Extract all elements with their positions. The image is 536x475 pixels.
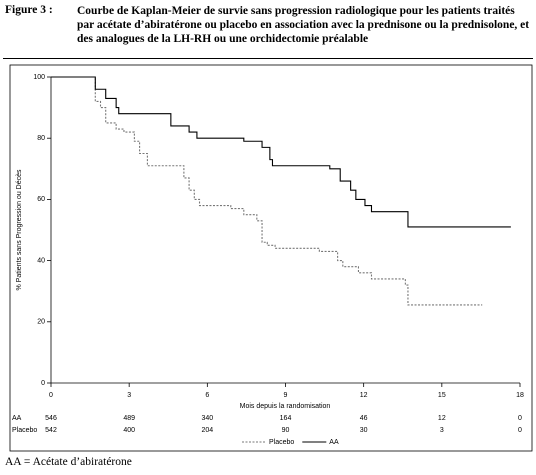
km-curve [51, 76, 511, 228]
y-tick-label: 60 [37, 196, 45, 203]
risk-count: 46 [360, 415, 368, 422]
risk-count: 340 [201, 415, 213, 422]
y-tick-label: 20 [37, 319, 45, 326]
x-tick-label: 15 [438, 392, 446, 399]
risk-count: 489 [123, 415, 135, 422]
risk-count: 3 [440, 427, 444, 434]
risk-count: 0 [518, 427, 522, 434]
x-tick-label: 18 [516, 392, 524, 399]
figure-label: Figure 3 : [5, 4, 53, 16]
risk-count: 0 [518, 415, 522, 422]
risk-count: 204 [201, 427, 213, 434]
y-axis-label: % Patients sans Progression ou Décès [16, 169, 23, 291]
risk-count: 400 [123, 427, 135, 434]
legend-label: Placebo [269, 439, 294, 446]
footnote: AA = Acétate d’abiratérone [5, 456, 132, 468]
chart-frame [9, 64, 533, 452]
x-tick-label: 0 [49, 392, 53, 399]
x-tick-label: 3 [127, 392, 131, 399]
x-tick-label: 12 [360, 392, 368, 399]
km-curve [51, 76, 483, 306]
y-tick-label: 80 [37, 135, 45, 142]
y-tick-label: 100 [33, 74, 45, 81]
x-tick-label: 6 [205, 392, 209, 399]
x-axis-label: Mois depuis la randomisation [240, 403, 331, 410]
chart-title: Courbe de Kaplan-Meier de survie sans pr… [77, 5, 530, 45]
risk-count: 546 [45, 415, 57, 422]
risk-row-label: AA [12, 415, 22, 422]
risk-count: 90 [282, 427, 290, 434]
risk-count: 164 [280, 415, 292, 422]
y-tick-label: 40 [37, 257, 45, 264]
risk-count: 30 [360, 427, 368, 434]
header-rule [3, 58, 533, 59]
legend-label: AA [329, 439, 339, 446]
risk-count: 12 [438, 415, 446, 422]
risk-count: 542 [45, 427, 57, 434]
x-tick-label: 9 [284, 392, 288, 399]
risk-row-label: Placebo [12, 427, 37, 434]
y-tick-label: 0 [41, 380, 45, 387]
